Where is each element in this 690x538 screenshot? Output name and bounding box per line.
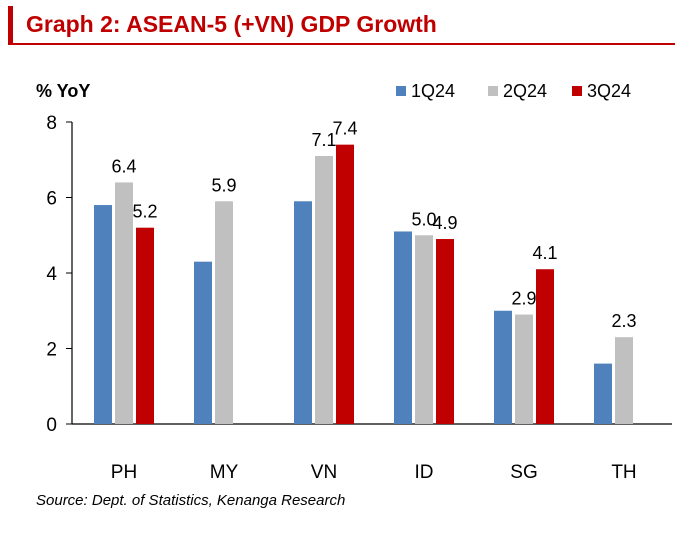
- bar-1q24-my: [194, 261, 212, 424]
- bar-3q24-sg: [536, 269, 554, 424]
- bar-1q24-ph: [94, 205, 112, 424]
- data-label: 7.4: [332, 119, 357, 139]
- y-tick-label: 0: [46, 415, 57, 436]
- bar-3q24-ph: [136, 227, 154, 424]
- header-accent-bar: [8, 6, 13, 44]
- y-axis-label: % YoY: [36, 81, 90, 101]
- y-tick-label: 4: [46, 264, 57, 285]
- bar-2q24-id: [415, 235, 433, 424]
- legend-swatch-2q24: [488, 86, 498, 96]
- data-label: 5.2: [132, 202, 157, 222]
- chart-header: Graph 2: ASEAN-5 (+VN) GDP Growth: [8, 6, 675, 45]
- legend-label: 2Q24: [503, 81, 547, 101]
- bar-1q24-sg: [494, 310, 512, 424]
- legend-label: 3Q24: [587, 81, 631, 101]
- x-tick-label: VN: [311, 462, 337, 483]
- data-label: 6.4: [111, 156, 136, 176]
- bar-2q24-th: [615, 337, 633, 424]
- legend-label: 1Q24: [411, 81, 455, 101]
- x-tick-label: PH: [111, 462, 137, 483]
- x-tick-label: MY: [210, 462, 239, 483]
- bar-2q24-my: [215, 201, 233, 424]
- data-label: 5.9: [211, 175, 236, 195]
- y-tick-label: 2: [46, 340, 57, 361]
- bar-1q24-id: [394, 231, 412, 424]
- bar-1q24-vn: [294, 201, 312, 424]
- bar-2q24-vn: [315, 155, 333, 424]
- bar-1q24-th: [594, 363, 612, 424]
- data-label: 4.1: [532, 243, 557, 263]
- x-tick-label: TH: [611, 462, 636, 483]
- bar-2q24-sg: [515, 314, 533, 424]
- bar-2q24-ph: [115, 182, 133, 424]
- header-underline: [8, 43, 675, 45]
- x-tick-label: ID: [415, 462, 434, 483]
- source-note: Source: Dept. of Statistics, Kenanga Res…: [36, 492, 346, 509]
- data-label: 5.0: [411, 209, 436, 229]
- x-tick-label: SG: [510, 462, 537, 483]
- data-label: 2.3: [611, 311, 636, 331]
- bar-3q24-vn: [336, 144, 354, 424]
- data-label: 4.9: [432, 213, 457, 233]
- legend-swatch-3q24: [572, 86, 582, 96]
- y-tick-label: 8: [46, 113, 57, 134]
- data-label: 7.1: [311, 130, 336, 150]
- y-tick-label: 6: [46, 189, 57, 210]
- legend-swatch-1q24: [396, 86, 406, 96]
- chart-title: Graph 2: ASEAN-5 (+VN) GDP Growth: [26, 11, 437, 37]
- bar-3q24-id: [436, 239, 454, 424]
- data-label: 2.9: [511, 289, 536, 309]
